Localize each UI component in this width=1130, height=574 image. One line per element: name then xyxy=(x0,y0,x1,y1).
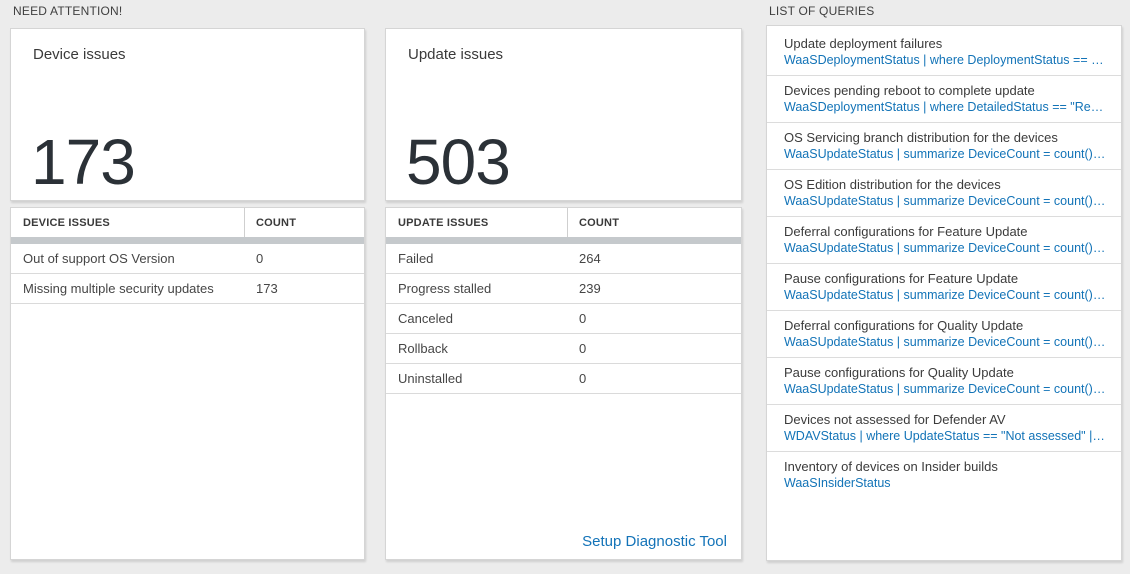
query-item[interactable]: Pause configurations for Feature Update … xyxy=(767,264,1121,311)
query-title: Devices pending reboot to complete updat… xyxy=(784,83,1035,98)
column-header-count: COUNT xyxy=(579,216,620,229)
query-item[interactable]: OS Servicing branch distribution for the… xyxy=(767,123,1121,170)
query-item[interactable]: Deferral configurations for Quality Upda… xyxy=(767,311,1121,358)
query-text: WaaSInsiderStatus xyxy=(784,476,891,490)
query-title: Update deployment failures xyxy=(784,36,943,51)
query-item[interactable]: OS Edition distribution for the devices … xyxy=(767,170,1121,217)
update-issues-table: UPDATE ISSUES COUNT Failed 264 Progress … xyxy=(385,207,742,560)
table-header-row: DEVICE ISSUES COUNT xyxy=(11,208,364,237)
column-header-update-issues: UPDATE ISSUES xyxy=(386,208,568,237)
query-text: WaaSUpdateStatus | summarize DeviceCount… xyxy=(784,147,1107,161)
device-issues-table: DEVICE ISSUES COUNT Out of support OS Ve… xyxy=(10,207,365,560)
column-header-device-issues: DEVICE ISSUES xyxy=(11,208,245,237)
issue-count: 0 xyxy=(256,251,264,266)
query-item[interactable]: Devices pending reboot to complete updat… xyxy=(767,76,1121,123)
issue-count: 239 xyxy=(579,281,601,296)
horizontal-scrollbar[interactable] xyxy=(386,237,741,244)
query-item[interactable]: Update deployment failures WaaSDeploymen… xyxy=(767,29,1121,76)
issue-count: 0 xyxy=(579,341,587,356)
query-title: OS Servicing branch distribution for the… xyxy=(784,130,1058,145)
update-issues-count-value: 503 xyxy=(406,126,511,198)
query-item[interactable]: Inventory of devices on Insider builds W… xyxy=(767,452,1121,499)
issue-count: 0 xyxy=(579,311,587,326)
query-title: Pause configurations for Feature Update xyxy=(784,271,1019,286)
table-row[interactable]: Canceled 0 xyxy=(386,304,741,334)
device-issues-tile[interactable]: Device issues 173 xyxy=(10,28,365,201)
query-item[interactable]: Deferral configurations for Feature Upda… xyxy=(767,217,1121,264)
need-attention-heading: NEED ATTENTION! xyxy=(13,4,123,18)
query-text: WaaSDeploymentStatus | where DetailedSta… xyxy=(784,100,1107,114)
tile-title: Device issues xyxy=(33,46,126,63)
horizontal-scrollbar[interactable] xyxy=(11,237,364,244)
setup-diagnostic-tool-link[interactable]: Setup Diagnostic Tool xyxy=(582,533,727,550)
list-of-queries-heading: LIST OF QUERIES xyxy=(769,4,875,18)
query-title: Devices not assessed for Defender AV xyxy=(784,412,1006,427)
tile-title: Update issues xyxy=(408,46,504,63)
query-title: Pause configurations for Quality Update xyxy=(784,365,1014,380)
query-item[interactable]: Pause configurations for Quality Update … xyxy=(767,358,1121,405)
table-row[interactable]: Missing multiple security updates 173 xyxy=(11,274,364,304)
update-issues-tile[interactable]: Update issues 503 xyxy=(385,28,742,201)
query-text: WaaSUpdateStatus | summarize DeviceCount… xyxy=(784,241,1107,255)
query-text: WaaSUpdateStatus | summarize DeviceCount… xyxy=(784,194,1107,208)
queries-list: Update deployment failures WaaSDeploymen… xyxy=(767,26,1121,499)
issue-label: Uninstalled xyxy=(398,371,463,386)
issue-label: Canceled xyxy=(398,311,453,326)
issue-label: Missing multiple security updates xyxy=(23,281,214,296)
query-title: Inventory of devices on Insider builds xyxy=(784,459,998,474)
query-item[interactable]: Devices not assessed for Defender AV WDA… xyxy=(767,405,1121,452)
query-text: WDAVStatus | where UpdateStatus == "Not … xyxy=(784,429,1107,443)
table-header-row: UPDATE ISSUES COUNT xyxy=(386,208,741,237)
issue-label: Failed xyxy=(398,251,434,266)
table-row[interactable]: Rollback 0 xyxy=(386,334,741,364)
issue-count: 173 xyxy=(256,281,278,296)
device-issues-count-value: 173 xyxy=(31,126,136,198)
query-text: WaaSUpdateStatus | summarize DeviceCount… xyxy=(784,288,1107,302)
query-text: WaaSDeploymentStatus | where DeploymentS… xyxy=(784,53,1107,67)
queries-list-card: Update deployment failures WaaSDeploymen… xyxy=(766,25,1122,561)
issue-count: 264 xyxy=(579,251,601,266)
issue-label: Progress stalled xyxy=(398,281,492,296)
table-row[interactable]: Uninstalled 0 xyxy=(386,364,741,394)
table-row[interactable]: Out of support OS Version 0 xyxy=(11,244,364,274)
issue-count: 0 xyxy=(579,371,587,386)
query-title: OS Edition distribution for the devices xyxy=(784,177,1001,192)
query-text: WaaSUpdateStatus | summarize DeviceCount… xyxy=(784,382,1107,396)
table-row[interactable]: Failed 264 xyxy=(386,244,741,274)
issue-label: Out of support OS Version xyxy=(23,251,175,266)
column-header-count: COUNT xyxy=(256,216,297,229)
query-title: Deferral configurations for Quality Upda… xyxy=(784,318,1024,333)
query-title: Deferral configurations for Feature Upda… xyxy=(784,224,1028,239)
table-row[interactable]: Progress stalled 239 xyxy=(386,274,741,304)
issue-label: Rollback xyxy=(398,341,448,356)
query-text: WaaSUpdateStatus | summarize DeviceCount… xyxy=(784,335,1107,349)
